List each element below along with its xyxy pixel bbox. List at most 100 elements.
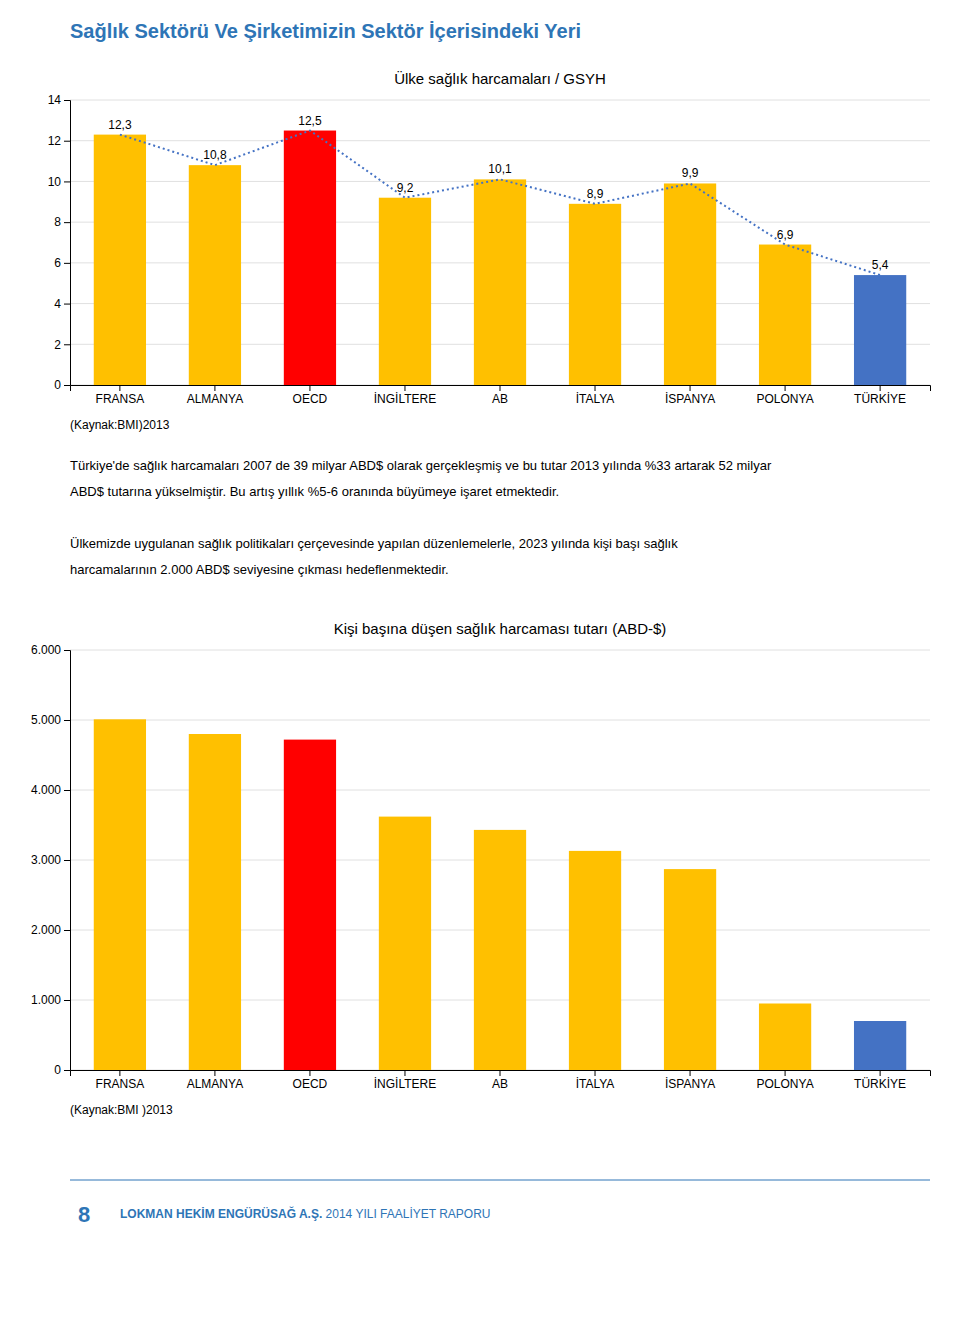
paragraph: Türkiye'de sağlık harcamaları 2007 de 39… bbox=[70, 458, 772, 499]
x-tick: OECD bbox=[293, 1070, 328, 1091]
x-tick-mark bbox=[500, 1070, 501, 1076]
bar bbox=[94, 719, 146, 1070]
x-tick-mark bbox=[690, 385, 691, 391]
x-tick-label: İTALYA bbox=[576, 392, 615, 406]
x-tick-label: FRANSA bbox=[96, 392, 145, 406]
bar bbox=[189, 165, 241, 385]
footer-bold: LOKMAN HEKİM ENGÜRÜSAĞ A.Ş. bbox=[120, 1206, 322, 1221]
y-tick: 0 bbox=[54, 378, 70, 392]
data-label: 8,9 bbox=[587, 187, 604, 201]
x-tick-label: TÜRKİYE bbox=[854, 1077, 906, 1091]
y-tick: 8 bbox=[54, 215, 70, 229]
x-tick: TÜRKİYE bbox=[854, 1070, 906, 1091]
x-axis: FRANSA ALMANYA OECD İNGİLTERE AB İTALYA İSPANY… bbox=[71, 385, 931, 406]
x-axis-line bbox=[71, 1071, 931, 1077]
footer-text: LOKMAN HEKİM ENGÜRÜSAĞ A.Ş. 2014 YILI FA… bbox=[120, 1206, 491, 1221]
grid-line bbox=[70, 100, 930, 101]
y-axis: 01.0002.0003.0004.0005.0006.000 bbox=[31, 643, 71, 1077]
y-tick: 14 bbox=[48, 93, 70, 107]
bar bbox=[379, 817, 431, 1070]
bar bbox=[759, 245, 811, 385]
y-tick-label: 2 bbox=[54, 338, 61, 352]
x-tick: POLONYA bbox=[757, 385, 814, 406]
y-tick: 0 bbox=[54, 1063, 70, 1077]
bar bbox=[284, 740, 336, 1070]
x-tick: ALMANYA bbox=[187, 1070, 243, 1091]
x-tick-label: OECD bbox=[293, 1077, 328, 1091]
bar bbox=[569, 204, 621, 385]
x-tick: İTALYA bbox=[576, 385, 615, 406]
x-tick: POLONYA bbox=[757, 1070, 814, 1091]
y-tick-label: 8 bbox=[54, 215, 61, 229]
data-label: 12,5 bbox=[298, 114, 322, 128]
x-tick-mark bbox=[880, 385, 881, 391]
x-tick: İNGİLTERE bbox=[374, 385, 436, 406]
grid-line bbox=[70, 140, 930, 141]
y-tick: 2 bbox=[54, 338, 70, 352]
data-label: 12,3 bbox=[108, 118, 132, 132]
bar bbox=[759, 1004, 811, 1071]
x-tick: AB bbox=[492, 385, 508, 406]
bar bbox=[189, 734, 241, 1070]
x-tick-label: OECD bbox=[293, 392, 328, 406]
x-tick: İTALYA bbox=[576, 1070, 615, 1091]
y-tick-mark bbox=[64, 181, 70, 182]
y-tick-mark bbox=[64, 1070, 70, 1071]
x-tick: OECD bbox=[293, 385, 328, 406]
x-tick: İNGİLTERE bbox=[374, 1070, 436, 1091]
footer-rule bbox=[70, 1180, 930, 1181]
y-tick-label: 2.000 bbox=[31, 923, 61, 937]
x-axis-line bbox=[71, 386, 931, 392]
x-tick-label: AB bbox=[492, 1077, 508, 1091]
x-tick-mark bbox=[214, 1070, 215, 1076]
x-tick-label: İNGİLTERE bbox=[374, 392, 436, 406]
y-tick-mark bbox=[64, 344, 70, 345]
plot-marks bbox=[94, 719, 906, 1070]
y-tick-label: 6.000 bbox=[31, 643, 61, 657]
x-tick: İSPANYA bbox=[665, 385, 715, 406]
x-tick-mark bbox=[119, 385, 120, 391]
bar bbox=[854, 275, 906, 385]
source-note: (Kaynak:BMI )2013 bbox=[70, 1103, 173, 1117]
x-tick-label: İNGİLTERE bbox=[374, 1077, 436, 1091]
y-tick: 4 bbox=[54, 297, 70, 311]
x-tick: AB bbox=[492, 1070, 508, 1091]
y-tick-label: 1.000 bbox=[31, 993, 61, 1007]
trend-line bbox=[120, 131, 880, 276]
footer-normal: 2014 YILI FAALİYET RAPORU bbox=[322, 1207, 490, 1221]
y-tick-mark bbox=[64, 930, 70, 931]
x-tick: ALMANYA bbox=[187, 385, 243, 406]
y-tick: 6.000 bbox=[31, 643, 70, 657]
x-tick-mark bbox=[595, 1070, 596, 1076]
y-tick: 6 bbox=[54, 256, 70, 270]
data-label: 6,9 bbox=[777, 228, 794, 242]
footer-number: 8 bbox=[78, 1202, 90, 1227]
bar bbox=[474, 830, 526, 1070]
data-label: 10,8 bbox=[203, 148, 227, 162]
x-tick-label: İTALYA bbox=[576, 1077, 615, 1091]
page-title: Sağlık Sektörü Ve Şirketimizin Sektör İç… bbox=[70, 20, 581, 42]
y-tick-mark bbox=[64, 1000, 70, 1001]
x-tick-label: POLONYA bbox=[757, 1077, 814, 1091]
y-tick-label: 0 bbox=[54, 1063, 61, 1077]
y-tick-label: 12 bbox=[48, 134, 62, 148]
x-tick-mark bbox=[785, 1070, 786, 1076]
x-axis: FRANSAALMANYAOECDİNGİLTEREABİTALYAİSPANY… bbox=[71, 1070, 931, 1091]
page: Sağlık Sektörü Ve Şirketimizin Sektör İç… bbox=[0, 0, 960, 1326]
y-tick: 1.000 bbox=[31, 993, 70, 1007]
x-tick-mark bbox=[404, 385, 405, 391]
x-tick-mark bbox=[214, 385, 215, 391]
y-tick-label: 5.000 bbox=[31, 713, 61, 727]
x-tick-label: ALMANYA bbox=[187, 1077, 243, 1091]
x-tick-mark bbox=[404, 1070, 405, 1076]
bar bbox=[569, 851, 621, 1070]
x-tick-label: İSPANYA bbox=[665, 1077, 715, 1091]
chart-title: Ülke sağlık harcamaları / GSYH bbox=[394, 70, 606, 87]
y-tick: 5.000 bbox=[31, 713, 70, 727]
x-tick-mark bbox=[500, 385, 501, 391]
plot-marks bbox=[94, 131, 906, 385]
y-tick-mark bbox=[64, 650, 70, 651]
y-tick-label: 10 bbox=[48, 175, 62, 189]
y-tick: 10 bbox=[48, 175, 70, 189]
bar bbox=[379, 198, 431, 385]
